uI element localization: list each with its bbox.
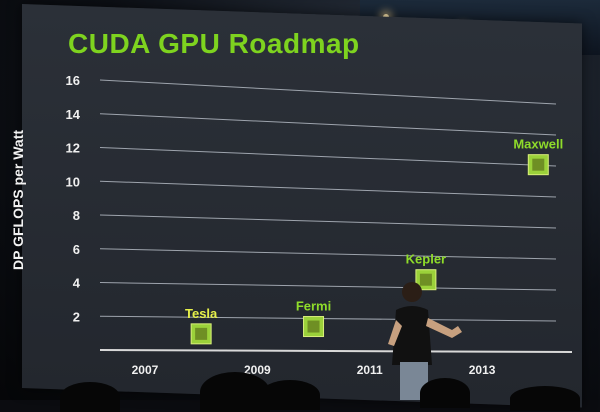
y-tick-label: 4 [73, 276, 81, 291]
gridline [99, 282, 557, 291]
data-point-label: Tesla [185, 306, 218, 321]
y-tick-label: 16 [66, 73, 80, 88]
x-tick-label: 2013 [469, 363, 496, 377]
data-point-label: Maxwell [513, 137, 563, 152]
audience-head [420, 378, 470, 408]
x-axis-baseline [99, 349, 573, 353]
audience-head [510, 386, 580, 411]
gridline [99, 248, 557, 260]
presenter [388, 282, 462, 400]
y-tick-label: 14 [66, 107, 81, 122]
gpu-chip-die [195, 327, 208, 340]
gpu-chip-die [307, 320, 320, 333]
gridline [99, 214, 557, 229]
x-tick-label: 2011 [357, 363, 383, 377]
audience-head [60, 382, 120, 412]
gridline [99, 315, 557, 322]
y-tick-label: 6 [73, 242, 80, 257]
y-tick-label: 10 [66, 174, 80, 189]
y-tick-label: 2 [73, 309, 80, 324]
gridline [99, 79, 557, 105]
gpu-chip-die [532, 158, 545, 171]
gridline [99, 113, 557, 136]
gpu-chip-die [419, 273, 432, 286]
data-point-label: Kepler [406, 252, 446, 267]
y-tick-label: 8 [73, 208, 80, 223]
gridline [99, 147, 557, 167]
slide-title: CUDA GPU Roadmap [68, 28, 360, 59]
audience-head [260, 380, 320, 410]
y-tick-label: 12 [66, 141, 80, 156]
x-tick-label: 2007 [132, 363, 159, 377]
data-point-label: Fermi [296, 299, 331, 314]
gridline [99, 180, 557, 198]
